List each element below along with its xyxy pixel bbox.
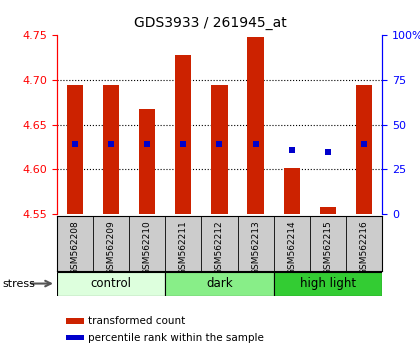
Text: high light: high light bbox=[300, 277, 356, 290]
Text: percentile rank within the sample: percentile rank within the sample bbox=[88, 332, 264, 343]
FancyBboxPatch shape bbox=[57, 272, 165, 296]
Bar bbox=[175, 55, 192, 214]
Text: control: control bbox=[90, 277, 131, 290]
Bar bbox=[66, 335, 84, 340]
Text: stress: stress bbox=[2, 279, 35, 289]
Text: GDS3933 / 261945_at: GDS3933 / 261945_at bbox=[134, 16, 286, 30]
Text: GSM562213: GSM562213 bbox=[251, 220, 260, 275]
Bar bbox=[211, 85, 228, 214]
Text: GSM562212: GSM562212 bbox=[215, 220, 224, 275]
Text: GSM562215: GSM562215 bbox=[323, 220, 333, 275]
Text: GSM562210: GSM562210 bbox=[143, 220, 152, 275]
Text: GSM562216: GSM562216 bbox=[360, 220, 369, 275]
Bar bbox=[320, 207, 336, 214]
Bar bbox=[67, 85, 83, 214]
Bar bbox=[356, 85, 372, 214]
Text: transformed count: transformed count bbox=[88, 316, 185, 326]
Bar bbox=[103, 85, 119, 214]
Bar bbox=[284, 168, 300, 214]
Text: dark: dark bbox=[206, 277, 233, 290]
Text: GSM562211: GSM562211 bbox=[179, 220, 188, 275]
Bar bbox=[139, 109, 155, 214]
Text: GSM562214: GSM562214 bbox=[287, 220, 296, 275]
Bar bbox=[66, 318, 84, 324]
FancyBboxPatch shape bbox=[274, 272, 382, 296]
Text: GSM562209: GSM562209 bbox=[106, 220, 116, 275]
FancyBboxPatch shape bbox=[165, 272, 274, 296]
Text: GSM562208: GSM562208 bbox=[70, 220, 79, 275]
Bar bbox=[247, 37, 264, 214]
